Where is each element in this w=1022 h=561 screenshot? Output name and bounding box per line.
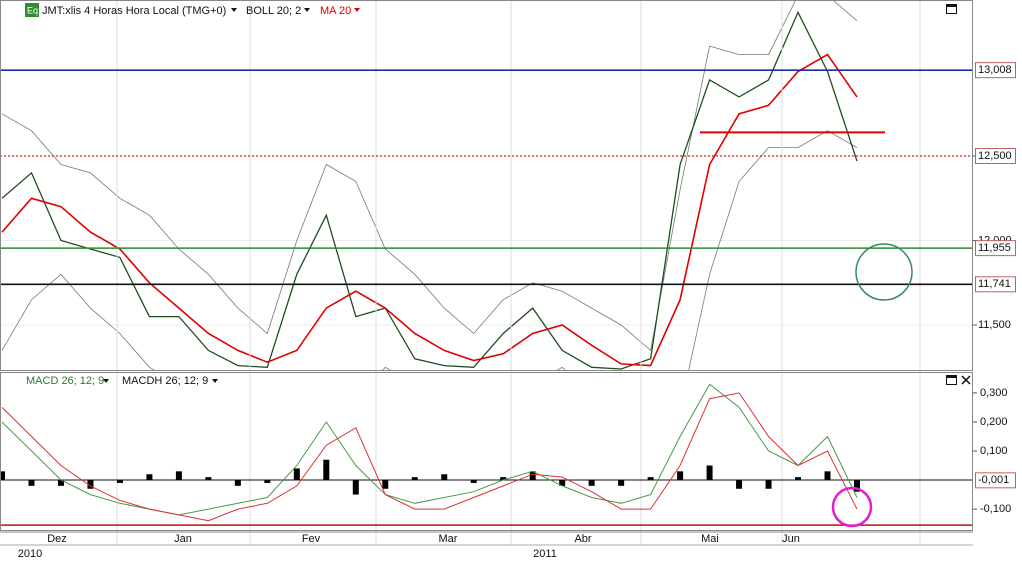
- histogram-bar: [382, 480, 389, 489]
- level-label: 13,008: [978, 64, 1012, 76]
- histogram-bar: [116, 480, 123, 483]
- histogram-bar: [441, 474, 448, 481]
- year-label: 2011: [533, 548, 557, 560]
- level-label-box: [975, 276, 1016, 293]
- legend-item[interactable]: MACDH 26; 12; 9: [122, 375, 208, 387]
- x-tick-label: Mar: [439, 533, 458, 545]
- macd-pane-frame: [0, 372, 973, 531]
- x-tick-label: Abr: [574, 533, 591, 545]
- histogram-bar: [706, 465, 713, 481]
- bollinger-upper: [1, 0, 858, 352]
- histogram-bar: [264, 480, 271, 483]
- y-tick-label: -0,100: [980, 503, 1011, 515]
- y-tick-label: 11,500: [978, 319, 1011, 331]
- legend-item[interactable]: JMT:xlis 4 Horas Hora Local (TMG+0): [42, 5, 226, 17]
- histogram-bar: [795, 477, 802, 481]
- x-tick-label: Fev: [302, 533, 321, 545]
- legend-item[interactable]: MACD 26; 12; 9: [26, 375, 104, 387]
- level-label: 11,741: [978, 278, 1011, 290]
- level-label-box: [975, 148, 1016, 165]
- dropdown[interactable]: [103, 379, 109, 383]
- x-tick-label: Jan: [174, 533, 192, 545]
- histogram-bar: [677, 471, 684, 481]
- signal-line: [1, 392, 858, 522]
- annotation-circle: [855, 243, 913, 301]
- dropdown[interactable]: [304, 8, 310, 12]
- close-button[interactable]: [961, 375, 971, 385]
- symbol-icon[interactable]: [25, 3, 39, 17]
- histogram-bar: [765, 480, 772, 489]
- histogram-bar: [529, 471, 536, 481]
- level-label-box: [975, 62, 1016, 79]
- level-label-box: [975, 240, 1016, 257]
- moving-average: [1, 53, 858, 367]
- histogram-bar: [470, 480, 477, 483]
- histogram-bar: [293, 468, 300, 481]
- level-label: 12,500: [978, 150, 1012, 162]
- histogram-bar: [824, 471, 831, 481]
- legend-item[interactable]: BOLL 20; 2: [246, 5, 301, 17]
- x-tick-label: Dez: [47, 533, 67, 545]
- histogram-bar: [647, 477, 654, 481]
- price-line: [1, 10, 858, 370]
- dropdown[interactable]: [354, 8, 360, 12]
- annotation-circle: [831, 486, 873, 528]
- macd-plot: [0, 383, 973, 522]
- histogram-bar: [618, 480, 625, 486]
- last-value-label: -0,001: [978, 474, 1009, 486]
- y-tick-label: 0,200: [980, 416, 1008, 428]
- maximize-button[interactable]: [946, 375, 957, 385]
- level-label: 11,955: [978, 242, 1011, 254]
- price-pane-frame: [0, 0, 973, 371]
- histogram-bar: [588, 480, 595, 486]
- histogram-bar: [87, 480, 94, 489]
- symbol-icon-text: Eq: [27, 5, 38, 15]
- histogram-bar: [175, 471, 182, 481]
- histogram-bar: [500, 477, 507, 481]
- histogram-bar: [146, 474, 153, 481]
- y-tick-label: 0,100: [980, 445, 1008, 457]
- histogram-bar: [28, 480, 35, 486]
- dropdown[interactable]: [231, 8, 237, 12]
- histogram-bar: [352, 480, 359, 495]
- legend-item[interactable]: MA 20: [320, 5, 351, 17]
- histogram-bar: [736, 480, 743, 489]
- price-plot: [0, 0, 973, 370]
- x-tick-label: Jun: [782, 533, 800, 545]
- histogram-bar: [57, 480, 64, 486]
- histogram-bar: [559, 480, 566, 486]
- x-tick-label: Mai: [701, 533, 719, 545]
- histogram-bar: [323, 459, 330, 481]
- y-tick-label: 0,300: [980, 387, 1008, 399]
- histogram-bar: [854, 480, 860, 492]
- histogram-bar: [411, 477, 418, 481]
- last-value-box: [975, 472, 1016, 489]
- bollinger-lower: [1, 130, 858, 370]
- dropdown[interactable]: [212, 379, 218, 383]
- histogram-bar: [0, 471, 5, 481]
- year-label: 2010: [18, 548, 42, 560]
- histogram-bar: [234, 480, 241, 486]
- histogram-bar: [205, 477, 212, 481]
- maximize-button[interactable]: [946, 4, 957, 14]
